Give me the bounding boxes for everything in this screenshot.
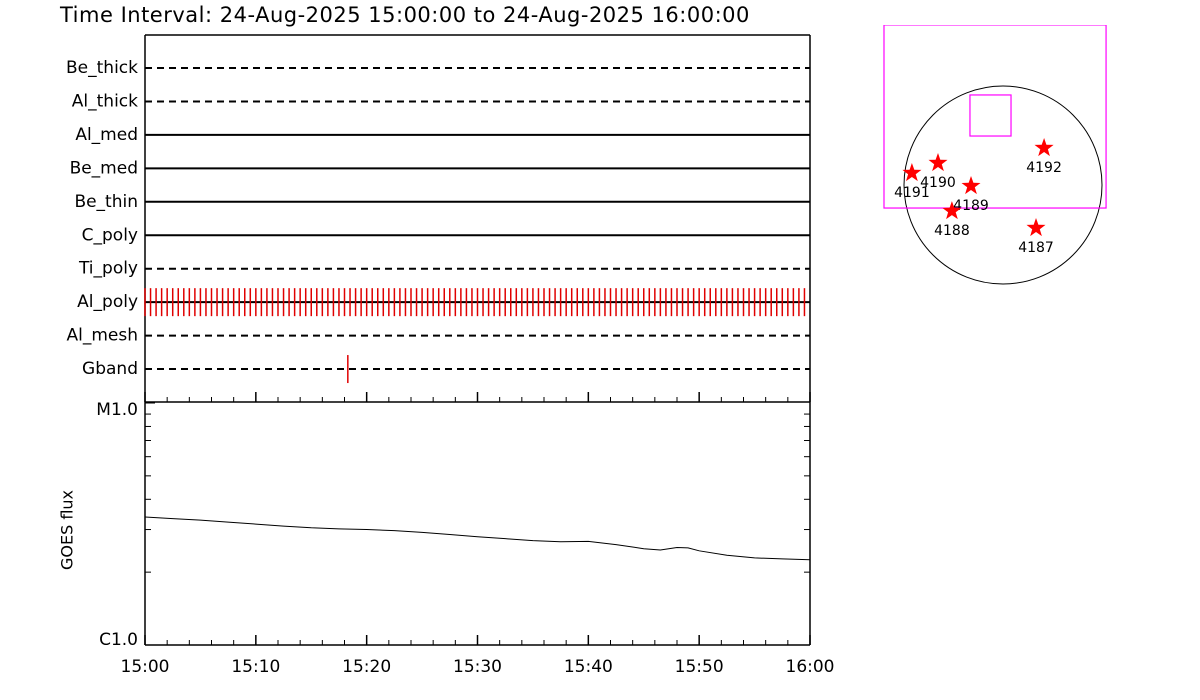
x-tick-label: 15:30 [453,657,502,677]
row-label: Al_mesh [66,326,138,346]
region-label: 4190 [920,175,956,191]
row-label: Be_thin [74,192,138,212]
row-label: C_poly [82,225,138,245]
row-label: Al_poly [77,292,138,312]
x-tick-label: 16:00 [786,657,835,677]
active-region [942,201,962,220]
y-axis-title: GOES flux [58,490,77,570]
active-region [1026,218,1046,237]
active-region [961,176,981,195]
active-region [1034,138,1054,157]
region-label: 4188 [934,223,970,239]
row-label: Be_thick [66,58,138,78]
solar-disk [903,85,1103,285]
row-label: Al_thick [72,91,138,111]
row-label: Al_med [75,125,138,145]
row-label: Ti_poly [78,259,138,279]
fov-box [883,25,1107,209]
active-region [928,153,948,172]
region-label: 4191 [894,185,930,201]
x-tick-label: 15:20 [342,657,391,677]
row-label: Be_med [70,158,138,178]
region-label: 4192 [1026,160,1062,176]
x-tick-label: 15:40 [564,657,613,677]
y-tick-label: C1.0 [99,630,138,650]
active-region [902,163,922,182]
region-label: 4187 [1018,240,1054,256]
chart-title: Time Interval: 24-Aug-2025 15:00:00 to 2… [59,3,750,27]
goes-line [144,516,811,561]
x-tick-label: 15:00 [121,657,170,677]
y-tick-label: M1.0 [96,400,138,420]
x-tick-label: 15:10 [231,657,280,677]
x-tick-label: 15:50 [675,657,724,677]
region-label: 4189 [953,198,989,214]
row-label: Gband [82,359,138,379]
fov-box [969,94,1012,137]
